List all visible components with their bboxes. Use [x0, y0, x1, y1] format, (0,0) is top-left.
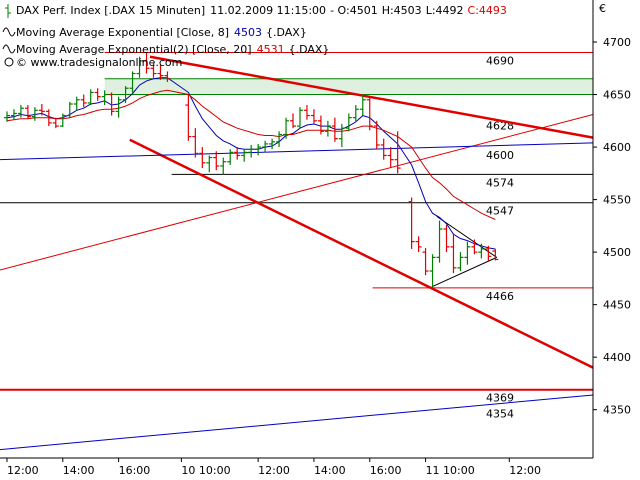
quote-close: C:4493 — [468, 4, 507, 17]
currency: € — [599, 2, 606, 15]
x-tick-label: 14:00 — [63, 464, 95, 477]
x-tick-label: 12:00 — [509, 464, 541, 477]
legend-suffix: {.DAX} — [289, 43, 330, 56]
trend-line — [0, 142, 594, 161]
y-tick-label: 4600 — [603, 141, 631, 154]
legend-suffix: {.DAX} — [266, 26, 307, 39]
legend-value: 4531 — [257, 43, 285, 56]
level-label: 4354 — [486, 407, 514, 420]
quote-high: H:4503 — [382, 4, 422, 17]
legend-icon — [2, 27, 16, 37]
band — [104, 78, 593, 95]
level-label: 4690 — [486, 55, 514, 68]
source-icon — [4, 57, 14, 67]
x-tick-label: 16:00 — [370, 464, 402, 477]
indicator-line — [6, 89, 496, 220]
x-tick-label: 10 10:00 — [181, 464, 230, 477]
y-tick-label: 4450 — [603, 299, 631, 312]
level-label: 4547 — [486, 205, 514, 218]
x-tick-label: 11 10:00 — [426, 464, 475, 477]
level-label: 4574 — [486, 176, 514, 189]
legend-entry: Moving Average Exponential(2) [Close, 20… — [16, 43, 329, 56]
y-tick-label: 4500 — [603, 246, 631, 259]
header: DAX Perf. Index [.DAX 15 Minuten] 11.02.2… — [16, 4, 507, 17]
x-tick-label: 16:00 — [119, 464, 151, 477]
x-tick-label: 12:00 — [258, 464, 290, 477]
trend-line — [129, 138, 594, 369]
subtitle: 11.02.2009 11:15:00 — [210, 4, 326, 17]
level-label: 4369 — [486, 392, 514, 405]
level-label: 4466 — [486, 290, 514, 303]
y-tick-label: 4400 — [603, 351, 631, 364]
level-label: 4600 — [486, 149, 514, 162]
source: © www.tradesignalonline.com — [16, 56, 182, 69]
trend-line — [431, 256, 497, 288]
title: DAX Perf. Index [.DAX 15 Minuten] — [16, 4, 205, 17]
legend-value: 4503 — [234, 26, 262, 39]
legend-name: Moving Average Exponential [Close, 8] — [16, 26, 229, 39]
header-icon — [5, 4, 11, 18]
y-tick-label: 4650 — [603, 89, 631, 102]
y-tick-label: 4350 — [603, 404, 631, 417]
legend: Moving Average Exponential [Close, 8] 450… — [2, 26, 329, 56]
trend-line — [0, 114, 594, 271]
trend-line — [436, 215, 498, 258]
y-tick-label: 4700 — [603, 36, 631, 49]
quote-low: L:4492 — [426, 4, 464, 17]
trend-line — [0, 394, 594, 451]
trend-line — [149, 55, 594, 139]
indicator-line — [6, 77, 496, 250]
legend-name: Moving Average Exponential(2) [Close, 20… — [16, 43, 252, 56]
quote-open: - O:4501 — [330, 4, 378, 17]
y-tick-label: 4550 — [603, 194, 631, 207]
legend-entry: Moving Average Exponential [Close, 8] 450… — [16, 26, 307, 39]
legend-icon — [2, 44, 16, 54]
x-tick-label: 12:00 — [7, 464, 39, 477]
x-tick-label: 14:00 — [314, 464, 346, 477]
